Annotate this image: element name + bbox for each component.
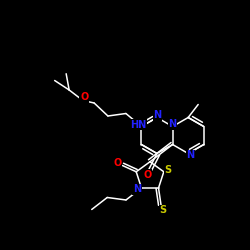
- Text: O: O: [113, 158, 122, 168]
- Text: N: N: [133, 184, 141, 194]
- Text: O: O: [144, 170, 152, 179]
- Text: N: N: [186, 150, 194, 160]
- Text: S: S: [164, 165, 171, 175]
- Text: N: N: [168, 119, 177, 129]
- Text: HN: HN: [130, 120, 146, 130]
- Text: S: S: [160, 206, 166, 216]
- Text: O: O: [80, 92, 88, 102]
- Text: N: N: [154, 110, 162, 120]
